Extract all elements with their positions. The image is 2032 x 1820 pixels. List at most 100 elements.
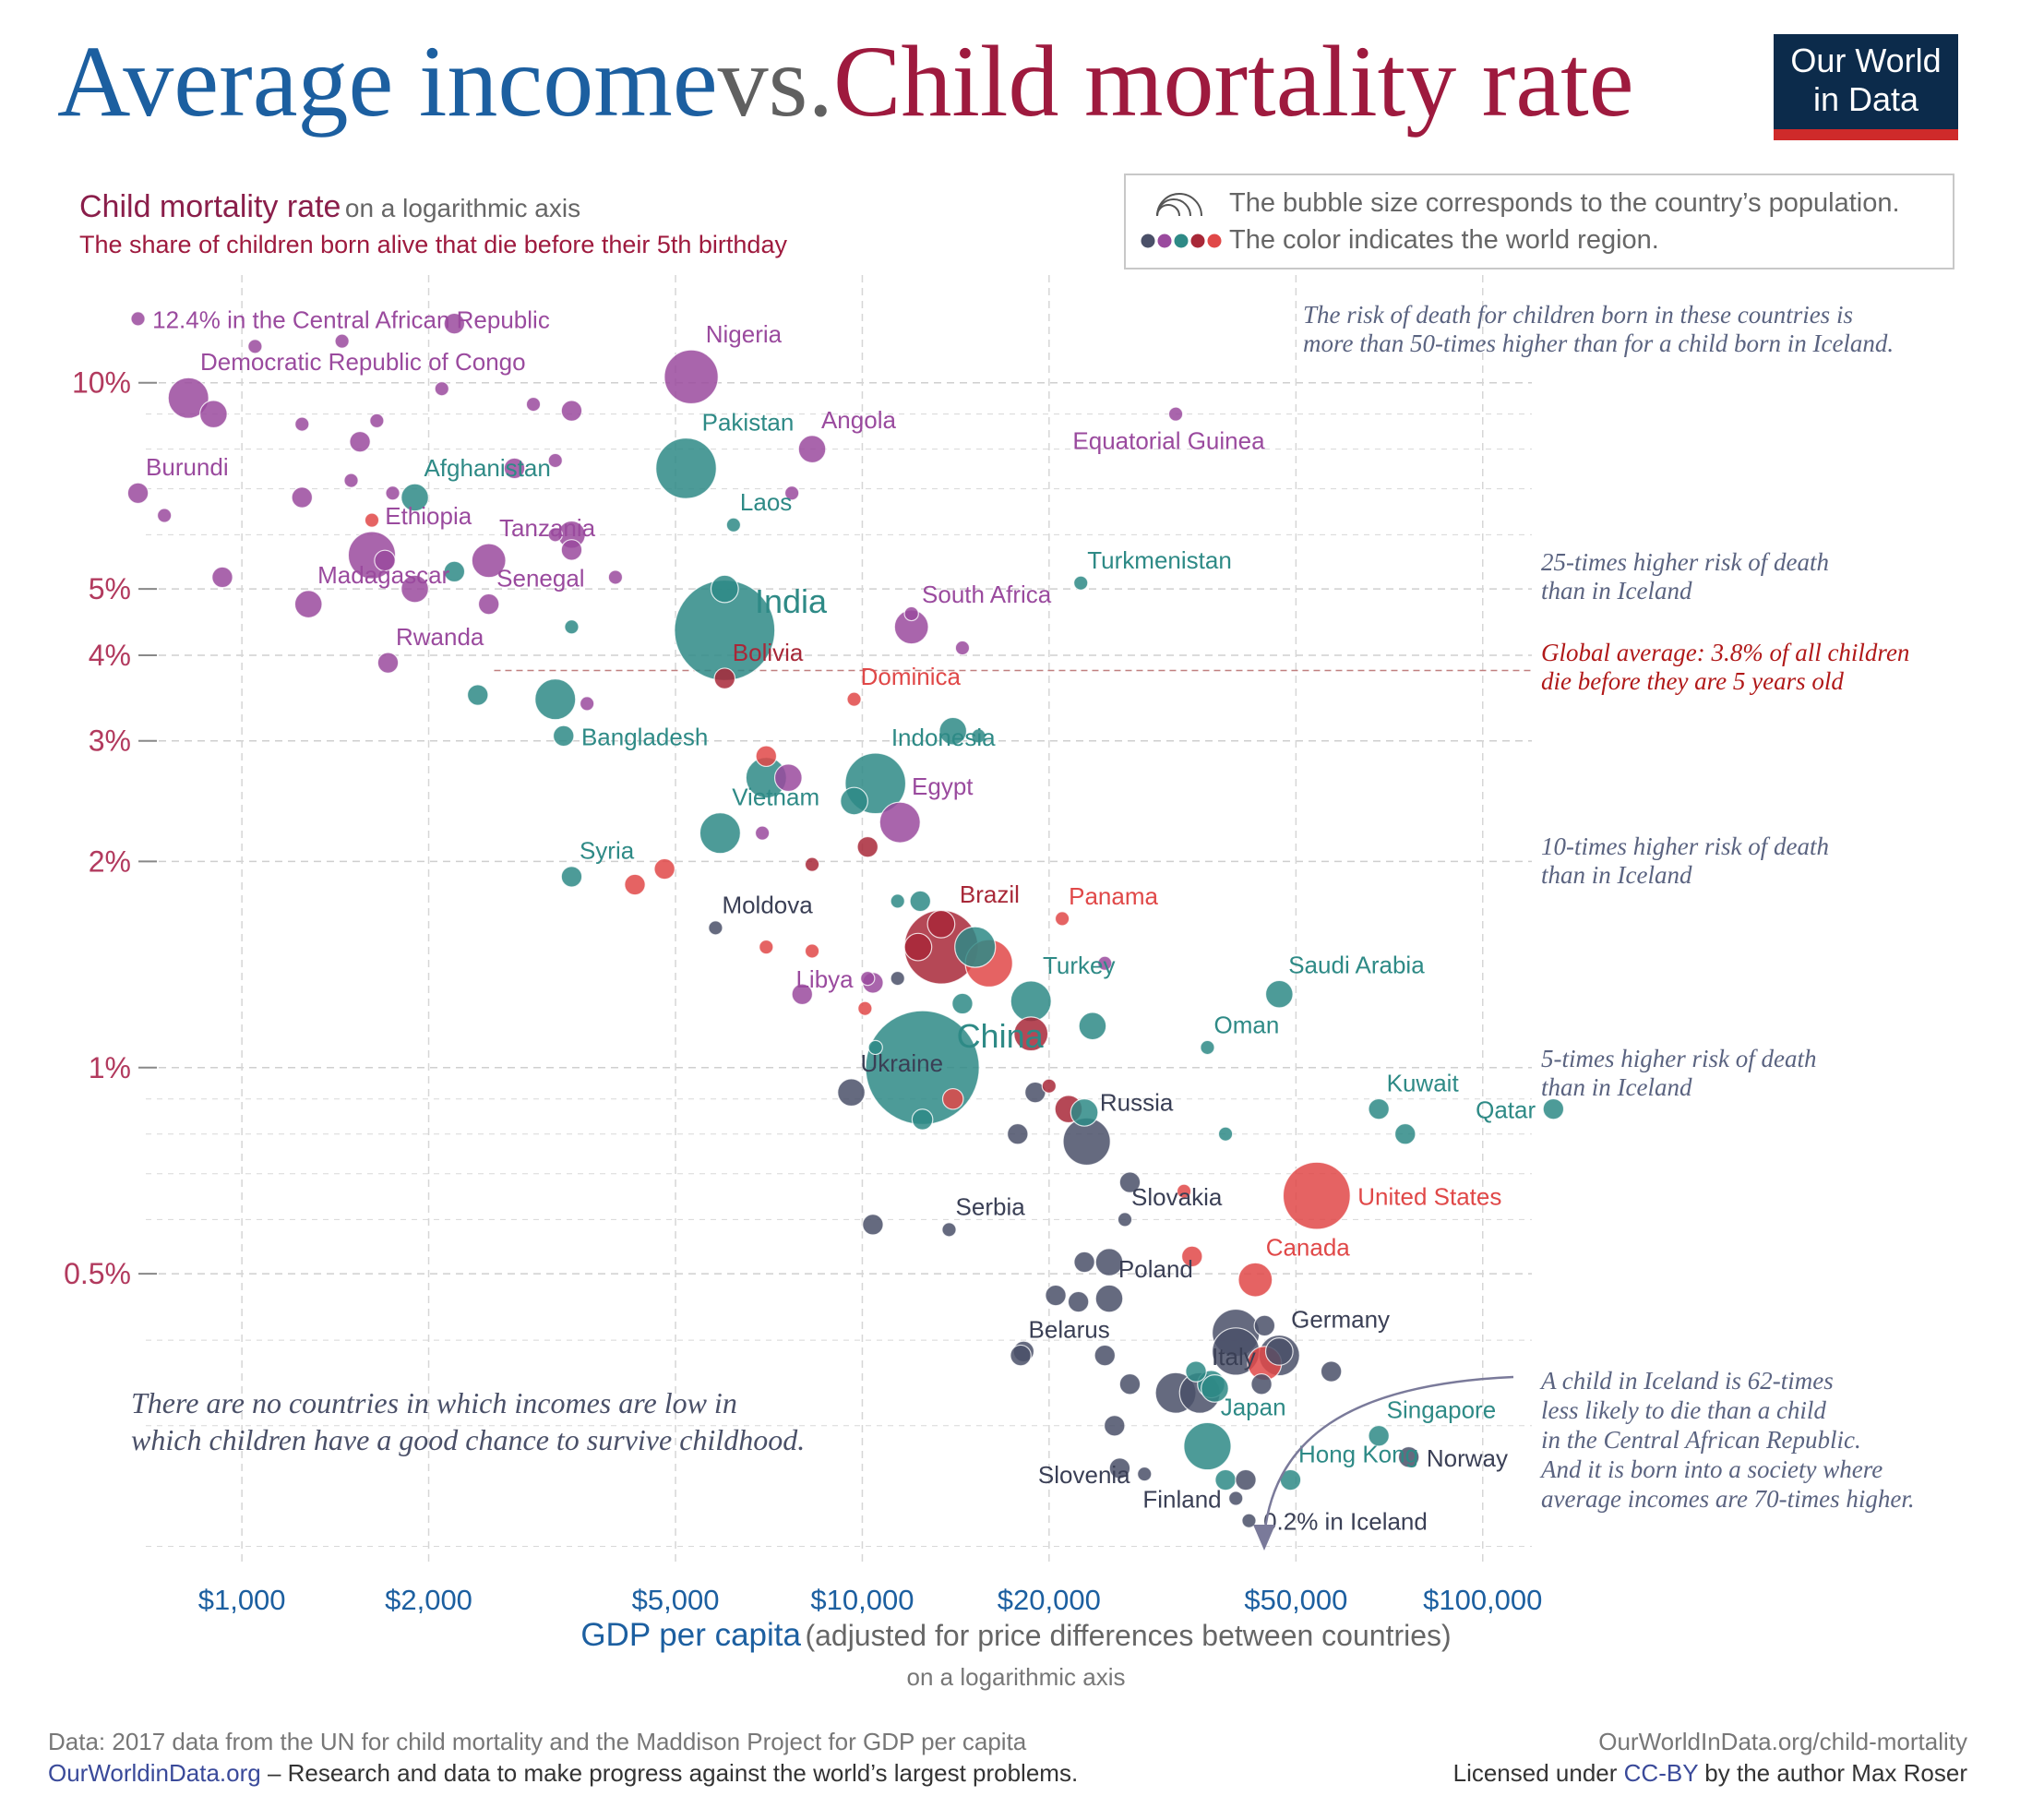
data-point [1397,1445,1420,1468]
x-tick-label: $10,000 [810,1584,914,1616]
data-point [547,527,563,543]
country-label: Hong Kong [1298,1440,1418,1467]
data-point [791,983,814,1006]
country-label: Germany [1291,1306,1390,1334]
country-label: Pakistan [702,409,795,437]
data-point [534,678,577,721]
data-point [893,609,929,645]
data-point [909,890,932,913]
data-point [1024,1081,1046,1104]
data-point [1241,1513,1257,1528]
y-tick-labels: 0.5% 1% 2% 3% 4% 5% 10% [64,366,157,1290]
data-point [525,396,542,413]
data-point [294,416,310,432]
data-point [1073,575,1089,591]
data-point [291,486,314,509]
title-mortality: Child mortality rate [832,25,1634,138]
data-point [903,909,979,985]
data-point [745,757,787,799]
x-axis-scale: on a logarithmic axis [906,1663,1126,1691]
data-point [708,920,723,936]
country-label: Turkey [1043,952,1116,979]
risk-25-line-1: 25-times higher risk of death [1541,548,1829,576]
country-label: Serbia [956,1193,1026,1221]
data-point [1217,1126,1234,1142]
data-point [1214,1468,1237,1491]
risk-25-note: 25-times higher risk of death than in Ic… [1541,548,1829,605]
data-point [1253,1314,1276,1337]
country-label: Bangladesh [581,723,708,750]
data-point [1103,1414,1126,1437]
country-label: Norway [1427,1444,1508,1472]
data-point [1282,1161,1351,1230]
data-point [400,483,429,512]
data-point [903,932,933,962]
country-label: Moldova [722,892,813,919]
source-url[interactable]: OurWorldInData.org/child-mortality [1598,1728,1967,1755]
title-income: Average income [57,25,718,138]
legend: The bubble size corresponds to the count… [1124,174,1954,269]
data-point [1118,1171,1142,1193]
y-axis-scale: on a logarithmic axis [344,194,581,222]
data-point [1041,1078,1058,1094]
data-point [385,485,400,501]
data-point [1368,1097,1390,1120]
data-point [1258,1335,1300,1377]
data-point [1201,1374,1229,1403]
country-label: Slovakia [1131,1183,1223,1211]
data-point [1264,979,1294,1009]
risk-50-line-2: more than 50-times higher than for a chi… [1303,329,1895,357]
data-point [1070,1097,1099,1127]
country-label: 0.2% in Iceland [1263,1508,1428,1536]
data-point [1010,980,1052,1023]
data-point [443,560,466,583]
data-point [434,381,449,397]
data-point [471,543,507,579]
x-tick-label: $20,000 [998,1584,1101,1616]
y-tick-label: 5% [89,572,131,605]
y-tick-label: 4% [89,639,131,672]
data-point [911,1108,934,1131]
country-label: Indonesia [891,724,996,751]
footer-tagline-row: OurWorldinData.org – Research and data t… [48,1759,1078,1788]
country-label: Ukraine [860,1049,943,1077]
data-point [552,724,575,748]
country-label: South Africa [922,581,1052,608]
x-axis-title: GDP per capita (adjusted for price diffe… [0,1617,2032,1654]
site-link[interactable]: OurWorldinData.org [48,1759,261,1787]
data-point [1045,1284,1067,1307]
no-low-line-2: which children have a good chance to sur… [131,1423,806,1456]
x-tick-label: $5,000 [632,1584,720,1616]
data-point [846,691,862,707]
license-link[interactable]: CC-BY [1623,1759,1699,1787]
data-point [343,473,359,488]
country-label: Panama [1069,882,1158,910]
country-label: Japan [1221,1393,1286,1420]
data-point [156,508,173,523]
data-point [130,311,146,327]
data-point [890,893,905,909]
iceland-line-3: in the Central African Republic. [1541,1426,1861,1454]
country-label: Afghanistan [424,454,550,482]
data-point [374,549,396,572]
country-label: Nigeria [706,320,783,348]
logo-line-1: Our World [1790,42,1942,79]
country-label: Canada [1266,1233,1351,1261]
data-point [755,745,778,768]
data-point [725,517,742,533]
data-point [663,349,719,405]
country-label: Egypt [912,772,974,800]
y-tick-label: 1% [89,1051,131,1084]
country-label: United States [1357,1183,1501,1211]
data-point [797,435,827,464]
owid-logo[interactable]: Our World in Data [1774,34,1958,140]
data-point [247,339,263,354]
global-line-1: Global average: 3.8% of all children [1541,639,1910,666]
iceland-line-2: less likely to die than a child [1541,1396,1826,1424]
y-axis-name: Child mortality rate [79,189,341,224]
data-point [1228,1491,1244,1506]
license-row: Licensed under CC-BY by the author Max R… [1453,1759,1967,1788]
data-point [607,569,624,585]
data-point [1078,1012,1107,1041]
